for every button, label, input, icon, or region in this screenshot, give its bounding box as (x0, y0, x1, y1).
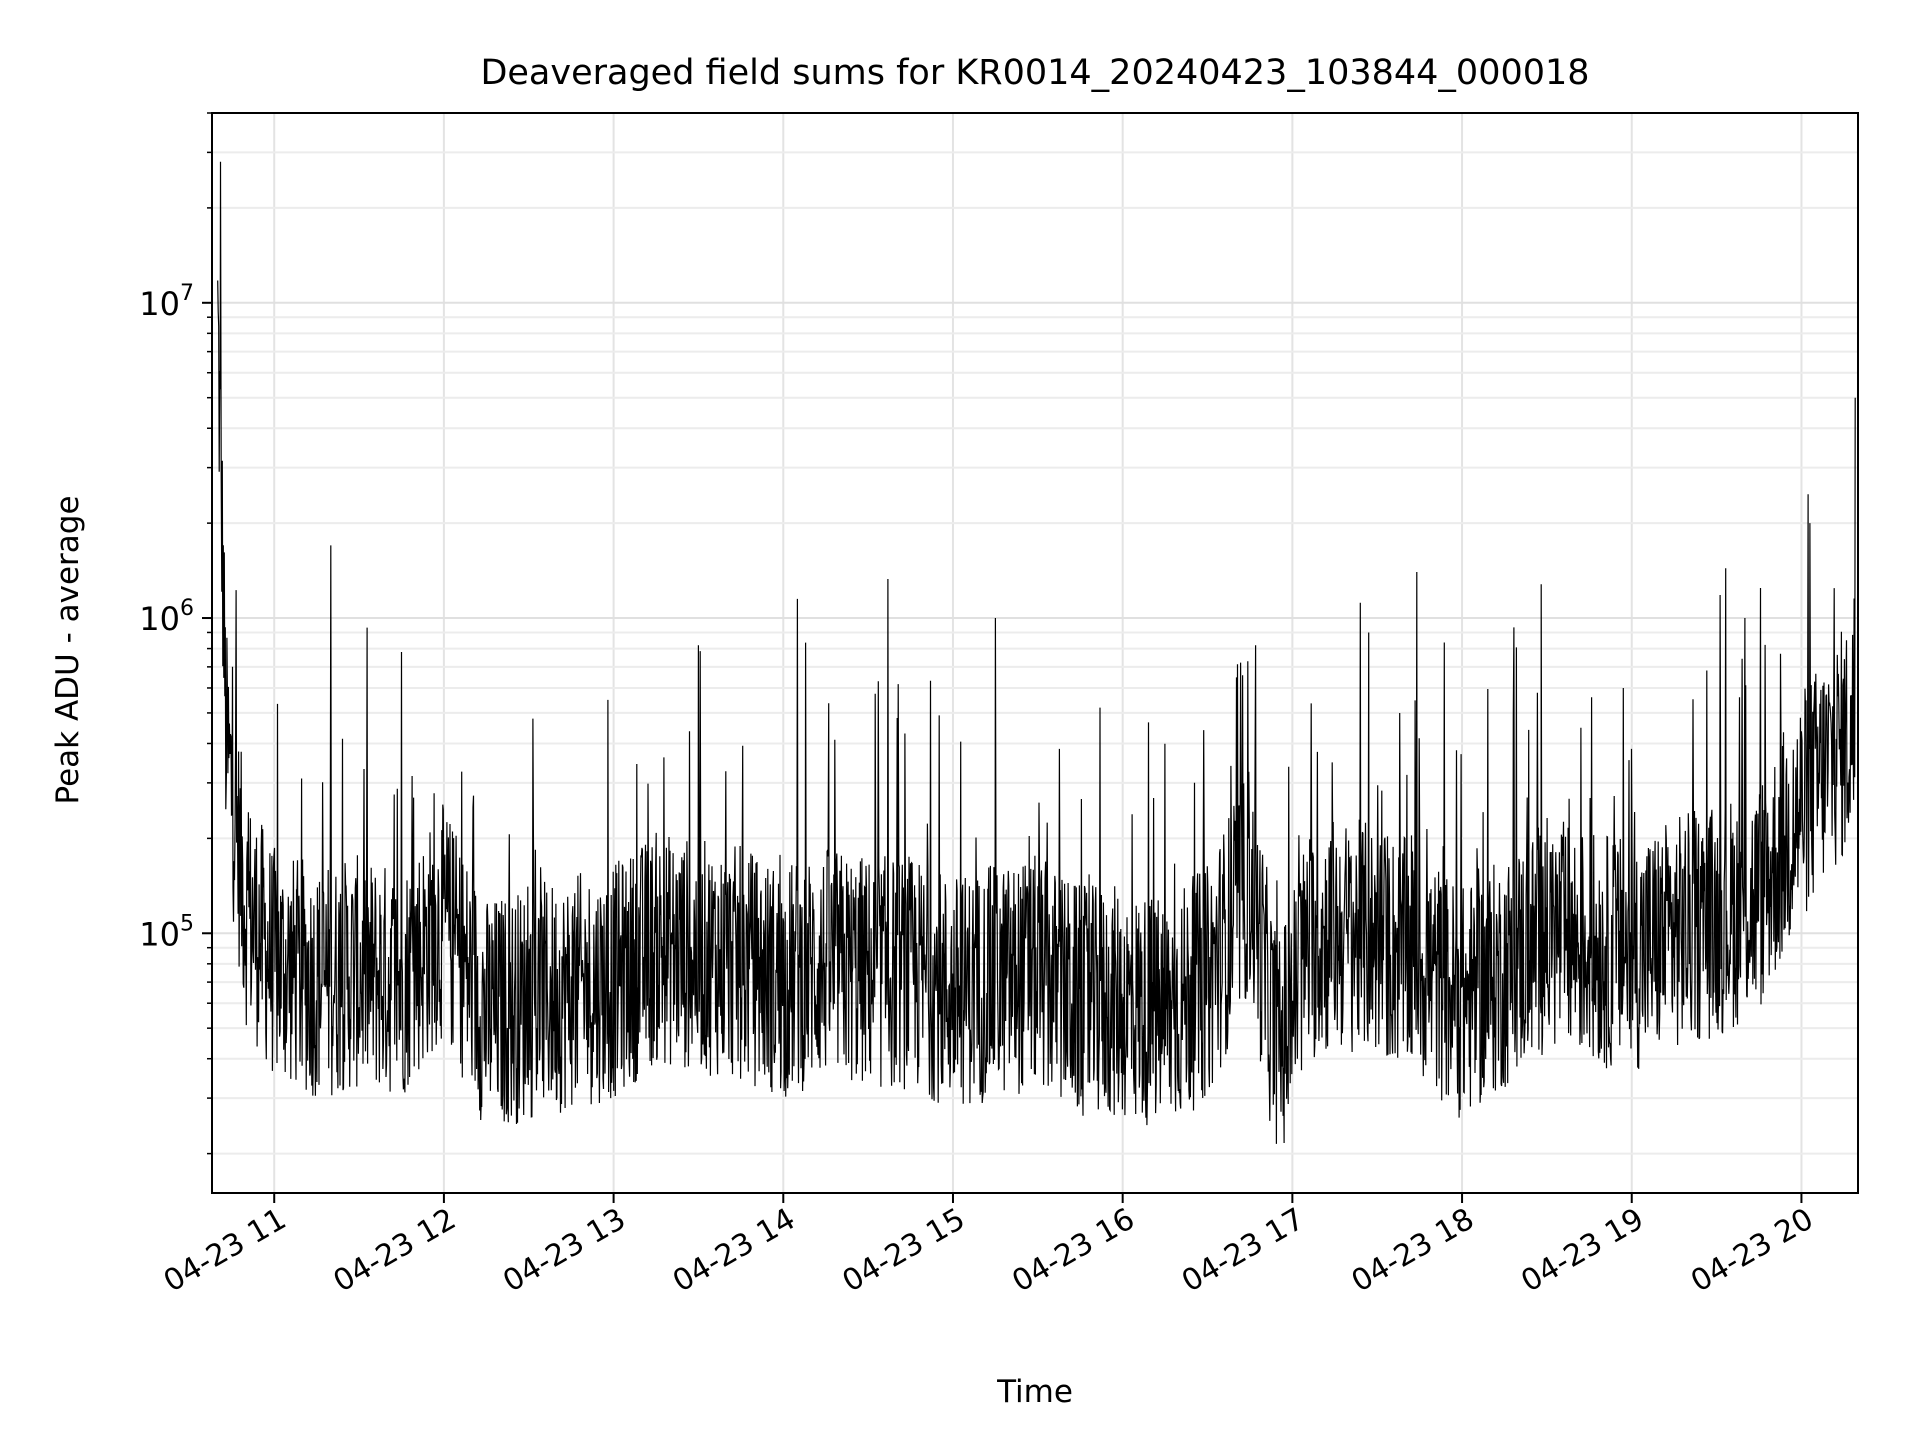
y-tick-label: 107 (139, 281, 194, 323)
x-axis-label: Time (996, 1374, 1073, 1410)
y-tick-base: 10 (139, 285, 180, 323)
chart-title: Deaveraged field sums for KR0014_2024042… (480, 53, 1589, 93)
y-tick-exponent: 7 (180, 281, 194, 306)
plot-frame (211, 112, 1859, 1194)
data-line (217, 161, 1856, 1144)
y-tick-label: 106 (139, 596, 194, 638)
grid (212, 112, 1858, 1193)
y-tick-label: 105 (139, 911, 194, 953)
y-tick-exponent: 6 (180, 596, 194, 621)
y-axis-label: Peak ADU - average (50, 495, 86, 804)
y-tick-exponent: 5 (180, 911, 194, 936)
series-line (217, 161, 1856, 1144)
y-tick-base: 10 (139, 600, 180, 638)
y-tick-base: 10 (139, 915, 180, 953)
